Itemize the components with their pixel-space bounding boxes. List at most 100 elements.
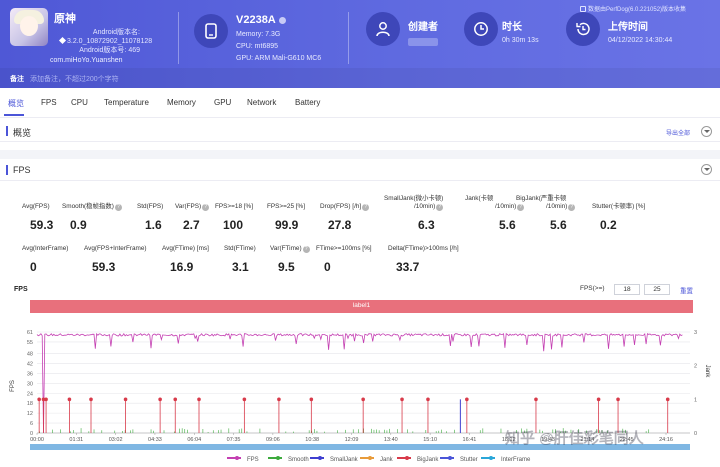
stat-value: 59.3 bbox=[30, 218, 54, 232]
stat-label: Avg(InterFrame) bbox=[22, 245, 69, 252]
stat-label: Delta(FTime)>100ms [/h] bbox=[388, 245, 459, 252]
tab-network[interactable]: Network bbox=[247, 98, 277, 107]
fps-section-title: FPS bbox=[13, 165, 31, 175]
collapse-fps-button[interactable] bbox=[701, 164, 712, 175]
tab-bar: 概览 FPS CPU Temperature Memory GPU Networ… bbox=[0, 88, 720, 118]
upload-title: 上传时间 bbox=[608, 22, 648, 33]
y-tick-label: 42 bbox=[27, 361, 33, 367]
tab-temperature[interactable]: Temperature bbox=[104, 98, 149, 107]
tab-overview[interactable]: 概览 bbox=[8, 99, 24, 108]
bigjank-point bbox=[89, 397, 93, 402]
collapse-overview-button[interactable] bbox=[701, 126, 712, 137]
stat-label: SmallJank(微小卡顿)/10min)? bbox=[384, 195, 444, 211]
fps-section-bar bbox=[0, 159, 720, 181]
chevron-down-icon bbox=[704, 130, 710, 133]
y2-tick-label: 0 bbox=[694, 431, 697, 437]
bigjank-point bbox=[426, 397, 430, 402]
tab-cpu[interactable]: CPU bbox=[71, 98, 88, 107]
legend-dot bbox=[368, 456, 372, 460]
stat-value: 0.2 bbox=[600, 218, 617, 232]
label-bar-text: label1 bbox=[352, 302, 371, 309]
active-tab-indicator bbox=[4, 114, 24, 116]
creator-name-redacted bbox=[408, 38, 438, 46]
reset-zoom-link[interactable]: 重置 bbox=[680, 288, 693, 295]
history-icon bbox=[566, 12, 600, 46]
divider bbox=[178, 12, 179, 64]
tab-gpu[interactable]: GPU bbox=[214, 98, 232, 107]
app-version-info: Android版本名: 3.2.0_10872902_11078128 Andr… bbox=[58, 28, 152, 55]
legend-swatch bbox=[360, 457, 374, 459]
help-icon[interactable]: ? bbox=[517, 204, 525, 211]
x-tick-label: 01:31 bbox=[69, 437, 83, 443]
tab-fps[interactable]: FPS bbox=[41, 98, 57, 107]
help-icon[interactable]: ? bbox=[436, 204, 444, 211]
x-tick-label: 09:06 bbox=[266, 437, 280, 443]
bigjank-point bbox=[616, 397, 620, 402]
stat-value: 100 bbox=[223, 218, 244, 232]
help-icon[interactable]: ? bbox=[568, 204, 576, 211]
help-icon[interactable]: ? bbox=[114, 204, 122, 211]
stat-label: Avg(FPS+InterFrame) bbox=[84, 245, 147, 252]
package-name: com.miHoYo.Yuanshen bbox=[50, 57, 123, 64]
legend-item-bigjank[interactable]: BigJank bbox=[397, 456, 438, 465]
y-tick-label: 55 bbox=[27, 340, 33, 346]
legend-label: InterFrame bbox=[501, 457, 531, 463]
fps-threshold-input-2[interactable]: 25 bbox=[644, 284, 670, 295]
legend-dot bbox=[318, 456, 322, 460]
stat-value: 5.6 bbox=[499, 218, 516, 232]
diamond-icon bbox=[58, 36, 67, 45]
stat-value: 6.3 bbox=[418, 218, 435, 232]
bigjank-point bbox=[37, 397, 41, 402]
stat-value: 3.1 bbox=[232, 260, 249, 274]
export-all-link[interactable]: 导出全部 bbox=[666, 131, 691, 137]
chevron-down-icon bbox=[704, 168, 710, 171]
legend-dot bbox=[405, 456, 409, 460]
y-axis-label: FPS bbox=[10, 380, 16, 392]
help-icon[interactable]: ? bbox=[362, 204, 370, 211]
y-tick-label: 6 bbox=[30, 421, 33, 427]
legend-item-stutter[interactable]: Stutter bbox=[440, 456, 478, 465]
bigjank-point bbox=[242, 397, 247, 402]
tab-memory[interactable]: Memory bbox=[167, 98, 196, 107]
bigjank-point bbox=[41, 397, 46, 402]
fps-threshold-input-1[interactable]: 18 bbox=[614, 284, 640, 295]
scrollbar-thumb[interactable] bbox=[30, 444, 690, 450]
legend-item-interframe[interactable]: InterFrame bbox=[481, 456, 530, 465]
stat-label: Var(FPS)? bbox=[175, 203, 210, 211]
x-tick-label: 16:41 bbox=[463, 437, 477, 443]
bigjank-point bbox=[158, 397, 162, 402]
bigjank-point bbox=[465, 397, 469, 402]
label-bar[interactable]: label1 bbox=[30, 300, 693, 313]
note-input[interactable]: 添加备注，不超过200个字符 bbox=[30, 76, 119, 83]
legend-item-smooth[interactable]: Smooth bbox=[268, 456, 309, 465]
device-icon bbox=[194, 14, 228, 48]
x-tick-label: 03:02 bbox=[109, 437, 123, 443]
y2-tick-label: 2 bbox=[694, 364, 697, 370]
x-tick-label: 22:45 bbox=[620, 437, 634, 443]
report-header: 原神 Android版本名: 3.2.0_10872902_11078128 A… bbox=[0, 0, 720, 88]
legend-label: Smooth bbox=[288, 457, 309, 463]
bigjank-point bbox=[665, 397, 670, 402]
app-icon bbox=[10, 8, 48, 46]
stat-value: 33.7 bbox=[396, 260, 420, 274]
help-icon[interactable]: ? bbox=[202, 204, 210, 211]
stat-label: Jank(卡顿/10min)? bbox=[465, 195, 525, 211]
legend-item-jank[interactable]: Jank bbox=[360, 456, 393, 465]
tab-battery[interactable]: Battery bbox=[295, 98, 321, 107]
chart-scrollbar[interactable] bbox=[30, 444, 690, 450]
legend-label: Jank bbox=[380, 457, 393, 463]
legend-item-fps[interactable]: FPS bbox=[227, 456, 259, 465]
legend-item-smalljank[interactable]: SmallJank bbox=[310, 456, 358, 465]
stat-label: Avg(FPS) bbox=[22, 203, 50, 210]
y-tick-label: 24 bbox=[27, 391, 33, 397]
help-icon[interactable]: ? bbox=[302, 246, 310, 253]
legend-label: SmallJank bbox=[330, 457, 358, 463]
x-tick-label: 24:16 bbox=[659, 437, 673, 443]
stat-label: BigJank(严重卡顿/10min)? bbox=[516, 195, 576, 211]
stat-label: Stutter(卡顿率) [%] bbox=[592, 203, 646, 210]
legend-label: Stutter bbox=[460, 457, 478, 463]
verified-icon bbox=[278, 16, 286, 24]
stat-value: 2.7 bbox=[183, 218, 200, 232]
user-icon bbox=[366, 12, 400, 46]
